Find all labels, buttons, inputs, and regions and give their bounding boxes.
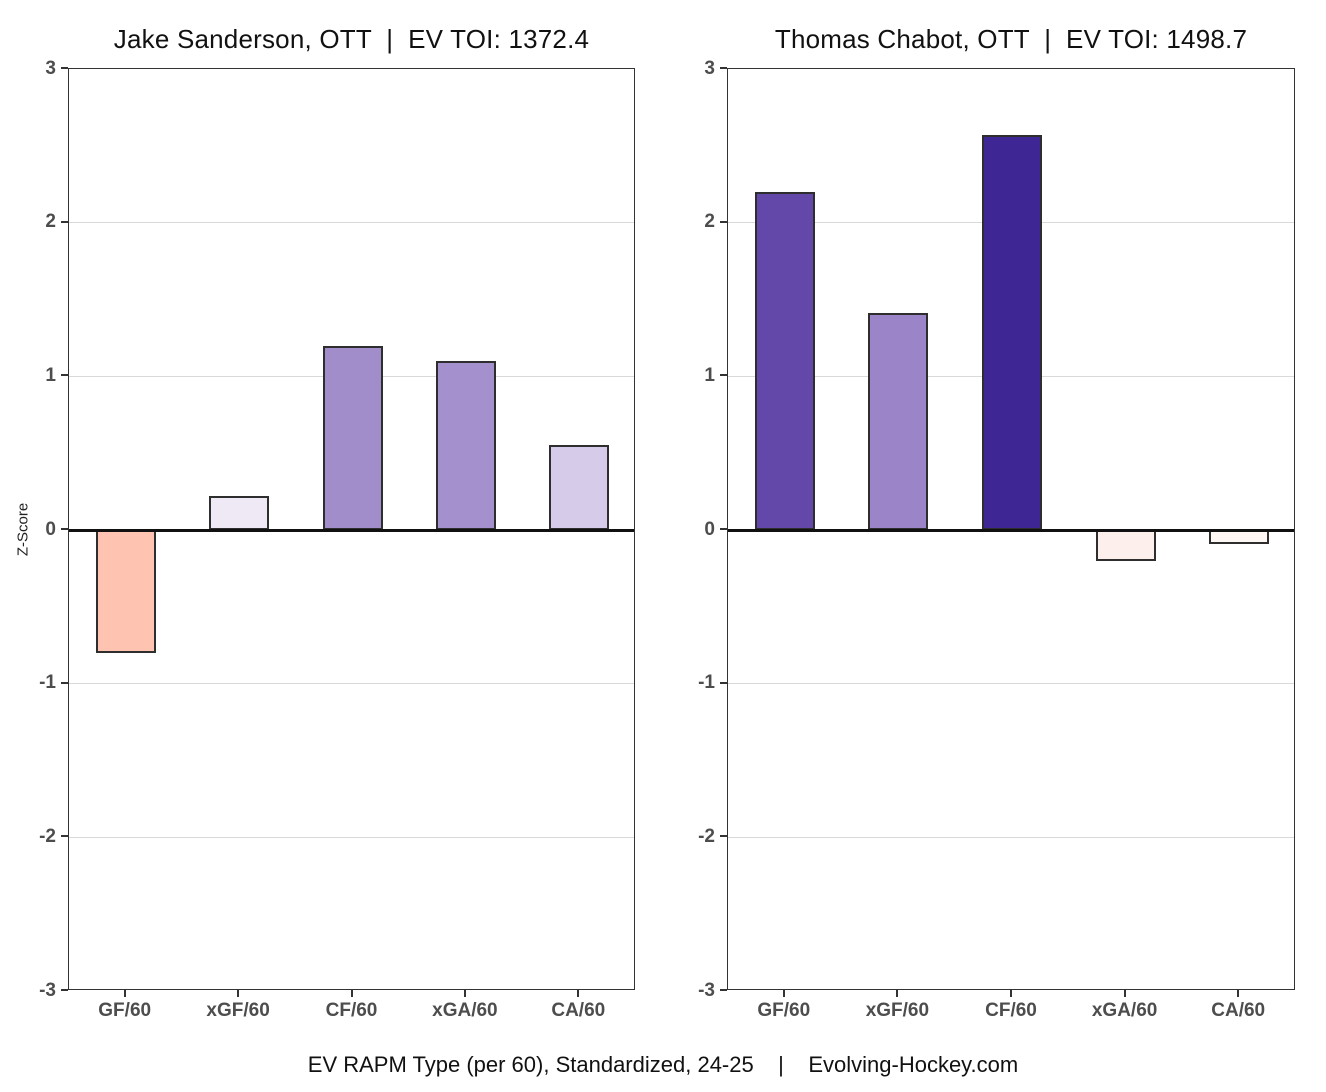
y-tick-mark (720, 835, 727, 838)
x-tick-label-cf-60: CF/60 (325, 1000, 378, 1021)
x-tick-mark (463, 990, 466, 997)
y-tick-label: 3 (45, 57, 56, 79)
gridline (69, 836, 634, 838)
y-tick-mark (61, 681, 68, 684)
x-tick-label-xgf-60: xGF/60 (865, 1000, 930, 1021)
gridline (728, 836, 1294, 838)
y-tick-label: -2 (698, 825, 715, 847)
x-tick-mark (237, 990, 240, 997)
y-tick-label: 2 (704, 211, 715, 233)
y-tick-label: 1 (704, 364, 715, 386)
y-tick-mark (720, 220, 727, 223)
plot-area (68, 68, 635, 990)
y-tick-label: -1 (698, 672, 715, 694)
y-tick-mark (720, 67, 727, 69)
x-tick-mark (782, 990, 785, 997)
y-tick-mark (720, 989, 727, 991)
x-tick-label-ca-60: CA/60 (551, 1000, 606, 1021)
x-tick-label-xga-60: xGA/60 (1091, 1000, 1158, 1021)
y-tick-label: 2 (45, 211, 56, 233)
y-tick-label: -3 (39, 979, 56, 1001)
y-tick-mark (61, 528, 68, 530)
bar-ca-60 (549, 445, 610, 530)
gridline (728, 683, 1294, 685)
x-tick-label-gf-60: GF/60 (757, 1000, 811, 1021)
bar-gf-60 (754, 191, 815, 530)
y-tick-mark (720, 374, 727, 377)
bar-xga-60 (1095, 530, 1156, 561)
bar-ca-60 (1209, 530, 1270, 544)
y-tick-mark (61, 989, 68, 991)
x-tick-label-xga-60: xGA/60 (432, 1000, 498, 1021)
x-tick-label-cf-60: CF/60 (985, 1000, 1037, 1021)
y-tick-mark (61, 220, 68, 223)
bar-gf-60 (95, 530, 156, 653)
y-tick-label: 0 (704, 518, 715, 540)
x-tick-mark (1237, 990, 1240, 997)
x-tick-label-xgf-60: xGF/60 (206, 1000, 270, 1021)
y-tick-mark (61, 67, 68, 69)
x-tick-label-ca-60: CA/60 (1211, 1000, 1266, 1021)
gridline (69, 683, 634, 685)
x-tick-mark (1010, 990, 1012, 997)
y-tick-label: -3 (698, 979, 715, 1001)
bar-xga-60 (435, 360, 496, 530)
zero-baseline (69, 528, 634, 532)
bar-xgf-60 (209, 496, 270, 530)
y-tick-mark (720, 681, 727, 684)
x-tick-mark (577, 990, 580, 997)
y-tick-mark (720, 528, 727, 530)
gridline (69, 222, 634, 224)
zero-baseline (728, 528, 1294, 532)
y-tick-label: 1 (45, 364, 56, 386)
y-tick-label: 0 (45, 518, 56, 540)
plot-area (727, 68, 1295, 990)
y-tick-mark (61, 374, 68, 377)
x-tick-label-gf-60: GF/60 (98, 1000, 152, 1021)
x-tick-mark (896, 990, 899, 997)
chart-title: Jake Sanderson, OTT | EV TOI: 1372.4 (113, 24, 590, 54)
x-tick-mark (1123, 990, 1126, 997)
y-tick-label: 3 (704, 57, 715, 79)
figure-caption: EV RAPM Type (per 60), Standardized, 24-… (307, 1052, 1019, 1077)
bar-xgf-60 (868, 313, 929, 530)
bar-cf-60 (322, 345, 383, 530)
bar-cf-60 (982, 135, 1042, 530)
y-tick-label: -2 (39, 825, 56, 847)
y-tick-label: -1 (39, 672, 56, 694)
y-tick-mark (61, 835, 68, 838)
x-tick-mark (123, 990, 126, 997)
x-tick-mark (350, 990, 353, 997)
chart-title: Thomas Chabot, OTT | EV TOI: 1498.7 (774, 24, 1248, 54)
